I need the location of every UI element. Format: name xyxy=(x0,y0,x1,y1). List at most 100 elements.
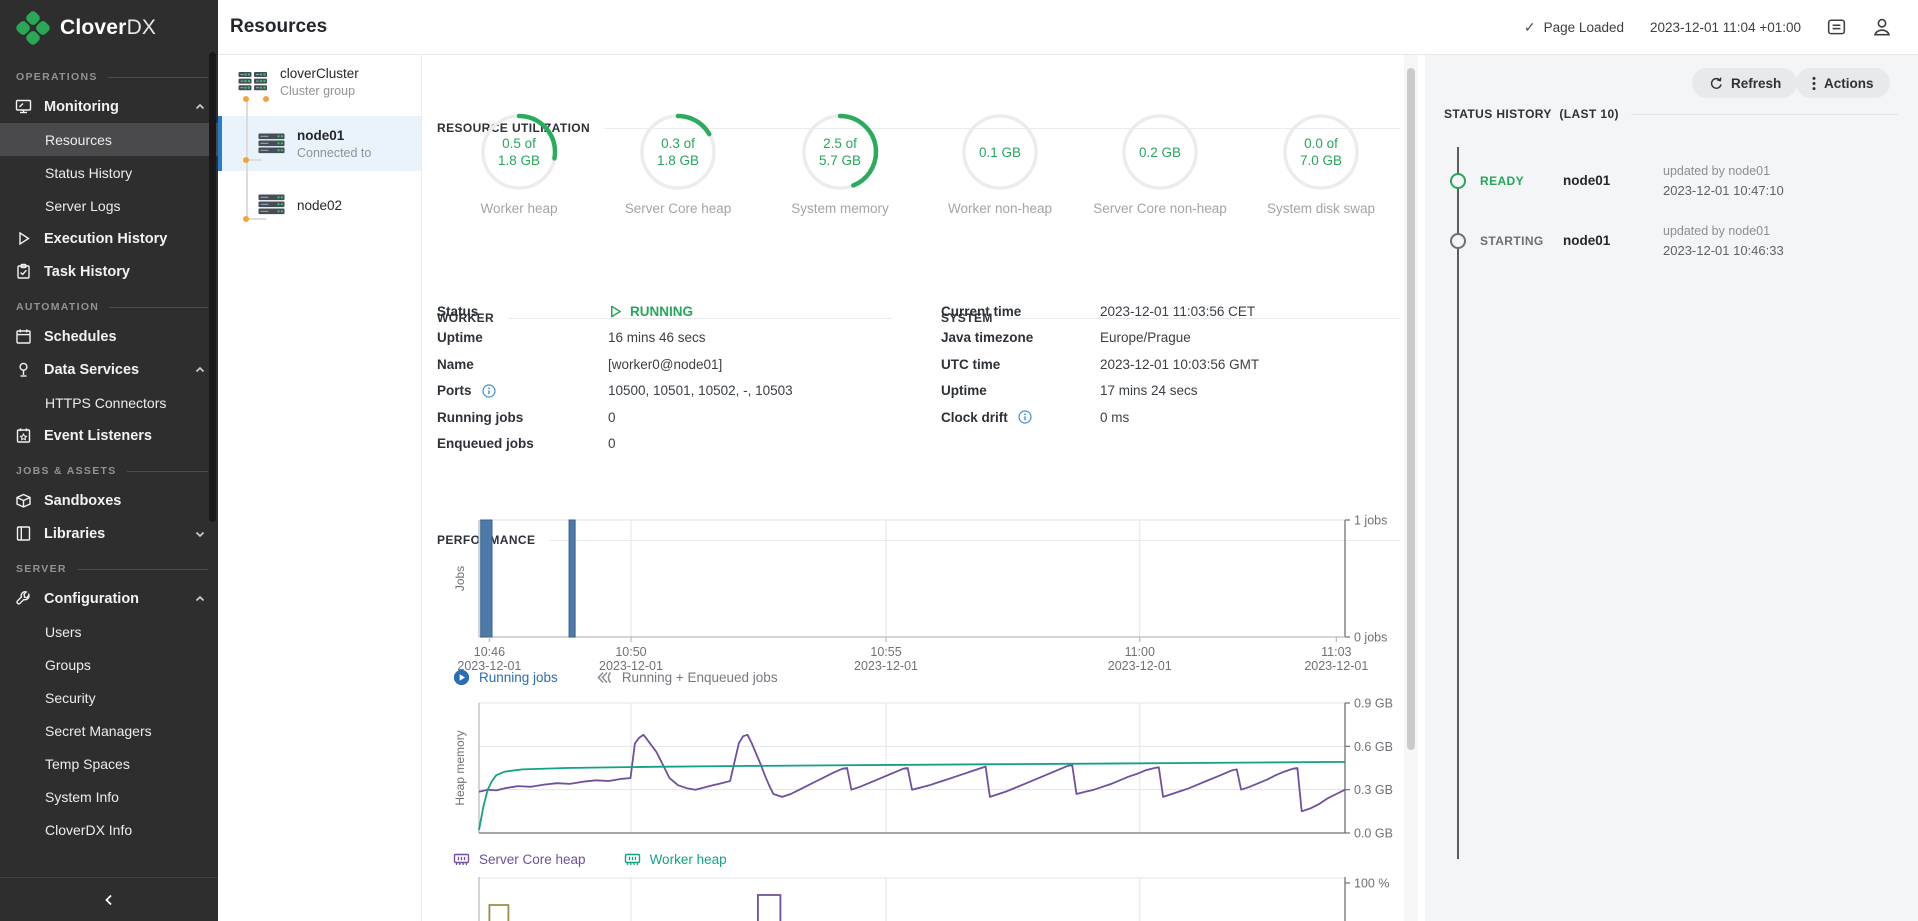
status-history-panel: Refresh Actions STATUS HISTORY (LAST 10)… xyxy=(1425,55,1918,921)
event-icon xyxy=(15,427,32,444)
sidebar-item-monitoring[interactable]: Monitoring xyxy=(0,90,218,123)
nav-section-label: OPERATIONS xyxy=(0,64,218,90)
tree-connector xyxy=(246,159,262,161)
play-circle-icon xyxy=(453,669,470,686)
info-row-uptime: Uptime 16 mins 46 secs xyxy=(437,330,706,346)
info-icon[interactable] xyxy=(1018,410,1032,424)
node-name: cloverCluster xyxy=(280,66,359,81)
status-dot-ready xyxy=(1450,173,1466,189)
legend-item-worker-heap: Worker heap xyxy=(624,851,727,868)
node-name: node02 xyxy=(297,197,343,213)
main-scrollbar[interactable] xyxy=(1404,55,1418,921)
info-icon[interactable] xyxy=(481,384,496,398)
server-node-icon xyxy=(258,194,285,216)
tree-node-dot xyxy=(243,157,249,163)
svg-text:0.6 GB: 0.6 GB xyxy=(1354,740,1393,754)
sidebar-item-label: Data Services xyxy=(44,361,140,378)
legend-item-running-jobs: Running jobs xyxy=(453,669,558,686)
box-icon xyxy=(15,492,32,509)
brand-logo[interactable]: CloverDX xyxy=(0,0,218,56)
sidebar-item-https-connectors[interactable]: HTTPS Connectors xyxy=(45,394,167,411)
main-scrollbar-thumb[interactable] xyxy=(1407,68,1415,750)
section-system: SYSTEM xyxy=(941,311,1400,325)
topbar: Resources ✓ Page Loaded 2023-12-01 11:04… xyxy=(218,0,1918,55)
heap-memory-chart: 0.9 GB 0.6 GB 0.3 GB 0.0 GB Heap memory xyxy=(453,697,1393,841)
node-list-item-node02[interactable]: node02 xyxy=(218,182,421,228)
gauge-system-disk-swap: 0.0 of 7.0 GB xyxy=(1281,112,1361,192)
refresh-icon xyxy=(1710,77,1722,89)
sidebar-item-label: Configuration xyxy=(44,590,140,607)
status-label: READY xyxy=(1480,174,1525,188)
node-list-item-cluster[interactable]: cloverCluster Cluster group xyxy=(218,55,421,109)
calendar-icon xyxy=(15,328,32,345)
sidebar-item-system-info[interactable]: System Info xyxy=(45,788,119,805)
server-node-icon xyxy=(258,133,285,155)
svg-text:0 jobs: 0 jobs xyxy=(1354,631,1387,645)
gauge-server-core-heap: 0.3 of 1.8 GB xyxy=(638,112,718,192)
tree-node-dot xyxy=(243,96,249,102)
jobs-chart-legend: Running jobs Running + Enqueued jobs xyxy=(453,669,778,686)
sidebar-item-status-history[interactable]: Status History xyxy=(45,164,133,181)
cluster-node-panel: cloverCluster Cluster group node01 Connecte… xyxy=(218,55,422,921)
check-icon: ✓ xyxy=(1523,18,1536,35)
sidebar-item-server-logs[interactable]: Server Logs xyxy=(45,197,121,214)
svg-text:10:55: 10:55 xyxy=(870,645,901,659)
sidebar-scrollbar[interactable] xyxy=(209,52,216,522)
sidebar-item-cloverdx-info[interactable]: CloverDX Info xyxy=(45,821,133,838)
refresh-button[interactable]: Refresh xyxy=(1692,68,1798,98)
worker-info-table: Status RUNNING Uptime 16 mins 46 secs Name [w… xyxy=(437,298,793,457)
tree-node-dot xyxy=(263,96,269,102)
status-node-name: node01 xyxy=(1563,173,1611,188)
info-row-uptime: Uptime 17 mins 24 secs xyxy=(941,383,1198,399)
sidebar-item-secret-managers[interactable]: Secret Managers xyxy=(45,722,152,739)
sidebar-item-users[interactable]: Users xyxy=(45,623,82,640)
sidebar-item-libraries[interactable]: Libraries xyxy=(0,517,218,550)
sidebar-item-label: Schedules xyxy=(44,328,117,345)
info-row-name: Name [worker0@node01] xyxy=(437,356,723,372)
user-icon[interactable] xyxy=(1872,17,1892,37)
gauge-label: Server Core heap xyxy=(624,201,732,216)
sidebar-item-configuration[interactable]: Configuration xyxy=(0,582,218,615)
info-value: 0 ms xyxy=(1100,409,1130,425)
node-name: node01 xyxy=(297,127,345,143)
cloverdx-logo-icon xyxy=(16,11,50,45)
info-value: 0 xyxy=(608,409,616,425)
gauge-worker-non-heap: 0.1 GB xyxy=(960,112,1040,192)
sidebar-item-label: Task History xyxy=(44,263,130,280)
sidebar-nav: OPERATIONS Monitoring Resources Status Hist… xyxy=(0,58,218,877)
actions-button[interactable]: Actions xyxy=(1796,68,1890,98)
sidebar-item-label: Sandboxes xyxy=(44,492,122,509)
svg-text:100 %: 100 % xyxy=(1354,877,1389,891)
sidebar-item-label: Monitoring xyxy=(44,98,119,115)
sidebar-item-groups[interactable]: Groups xyxy=(45,656,91,673)
heap-chart-legend: Server Core heap Worker heap xyxy=(453,851,727,868)
info-value: 16 mins 46 secs xyxy=(608,330,706,346)
node-list-item-node01[interactable]: node01 Connected to xyxy=(218,116,421,171)
sidebar-item-event-listeners[interactable]: Event Listeners xyxy=(0,419,218,452)
status-meta: updated by node01 2023-12-01 10:46:33 xyxy=(1663,224,1784,258)
gauge-worker-heap: 0.5 of 1.8 GB xyxy=(479,112,559,192)
sidebar-item-resources[interactable]: Resources xyxy=(0,123,218,156)
feedback-icon[interactable] xyxy=(1827,18,1846,37)
sidebar-item-schedules[interactable]: Schedules xyxy=(0,320,218,353)
sidebar-item-temp-spaces[interactable]: Temp Spaces xyxy=(45,755,130,772)
info-row-current-time: Current time 2023-12-01 11:03:56 CET xyxy=(941,303,1256,319)
sidebar-item-execution-history[interactable]: Execution History xyxy=(0,222,218,255)
sidebar-collapse-button[interactable] xyxy=(0,877,218,921)
sidebar-item-data-services[interactable]: Data Services xyxy=(0,353,218,386)
info-value: 17 mins 24 secs xyxy=(1100,383,1198,399)
sidebar-item-security[interactable]: Security xyxy=(45,689,96,706)
cpu-chart: 100 % xyxy=(478,877,1389,921)
gauge-system-memory: 2.5 of 5.7 GB xyxy=(800,112,880,192)
svg-text:10:50: 10:50 xyxy=(615,645,646,659)
gauge-value: 0.2 GB xyxy=(1138,144,1182,160)
running-status-icon xyxy=(611,305,621,318)
gauge-value: 0.3 of 1.8 GB xyxy=(656,136,700,168)
kebab-menu-icon xyxy=(1812,76,1816,90)
sidebar-item-label: Execution History xyxy=(44,230,168,247)
legend-item-server-core-heap: Server Core heap xyxy=(453,851,586,868)
sidebar-item-task-history[interactable]: Task History xyxy=(0,255,218,288)
sidebar-item-sandboxes[interactable]: Sandboxes xyxy=(0,484,218,517)
info-value: 2023-12-01 11:03:56 CET xyxy=(1100,303,1256,319)
